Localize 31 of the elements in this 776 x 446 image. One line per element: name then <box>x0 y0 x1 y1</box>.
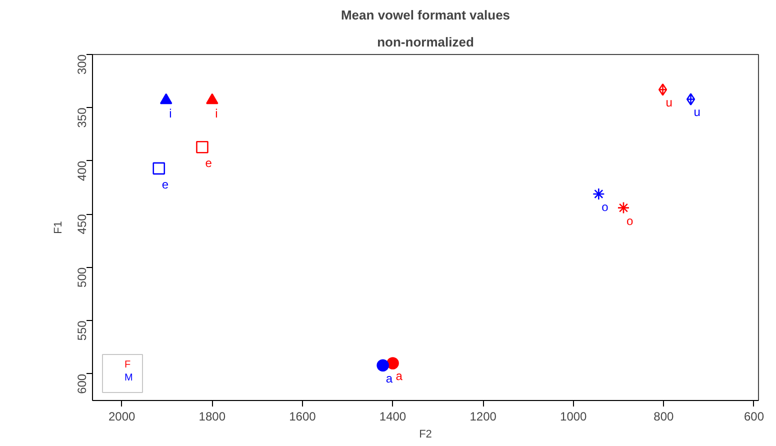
y-tick-label: 550 <box>75 320 89 341</box>
x-tick-label: 1000 <box>560 410 588 424</box>
x-axis-title: F2 <box>419 428 432 440</box>
x-tick-label: 600 <box>744 410 764 424</box>
text: F <box>124 360 131 370</box>
text: M <box>124 372 133 384</box>
data-label: i <box>215 106 218 120</box>
y-tick-label: 300 <box>75 54 89 75</box>
data-label: i <box>169 106 172 120</box>
y-tick-label: 600 <box>75 374 89 394</box>
data-label: a <box>396 369 403 384</box>
y-tick-label: 400 <box>75 160 89 181</box>
chart-subtitle: non-normalized <box>377 34 474 50</box>
y-tick-label: 450 <box>75 214 89 234</box>
y-tick-label: 350 <box>75 107 89 128</box>
data-label: e <box>162 177 169 192</box>
x-tick-label: 800 <box>654 410 674 424</box>
data-label: a <box>386 371 393 386</box>
data-label: u <box>666 96 672 110</box>
data-label: o <box>602 200 609 214</box>
x-tick-label: 1600 <box>289 410 316 424</box>
data-label: o <box>626 214 634 228</box>
x-tick-label: 1800 <box>198 410 226 424</box>
x-tick-label: 2000 <box>108 410 136 424</box>
x-tick-label: 1400 <box>379 410 406 424</box>
data-label: e <box>205 156 212 170</box>
chart-title: Mean vowel formant values <box>340 8 510 22</box>
y-tick-label: 500 <box>75 267 89 288</box>
data-label: u <box>694 105 700 120</box>
x-tick-label: 1200 <box>470 410 497 424</box>
y-axis-title: F1 <box>52 221 64 234</box>
